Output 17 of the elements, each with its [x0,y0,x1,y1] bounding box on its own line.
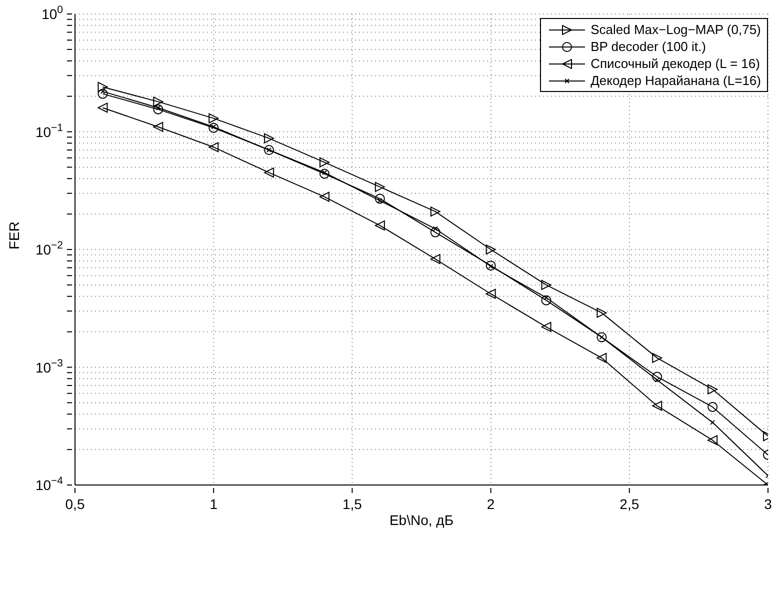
y-tick-label: 10$^{−1}$ [35,122,64,140]
y-tick-label: 10$^{0}$ [42,4,64,22]
y-tick-label: 10$^{−2}$ [35,240,64,258]
legend-label: Списочный декодер (L = 16) [590,56,760,71]
x-tick-label: 2,5 [620,496,640,512]
x-tick-label: 3 [764,496,772,512]
legend-label: BP decoder (100 it.) [590,39,706,54]
x-tick-label: 1,5 [342,496,362,512]
x-tick-label: 0,5 [65,496,85,512]
x-tick-label: 2 [486,496,495,512]
y-axis-title: FER [6,222,22,250]
x-tick-label: 1 [210,496,218,512]
legend-label: Scaled Max−Log−MAP (0,75) [590,22,761,37]
y-tick-label: 10$^{−3}$ [35,357,64,376]
legend-label: Декодер Нарайанана (L=16) [590,73,761,88]
x-axis-title: Eb\No, дБ [389,512,454,528]
y-tick-label: 10$^{−4}$ [35,475,64,493]
